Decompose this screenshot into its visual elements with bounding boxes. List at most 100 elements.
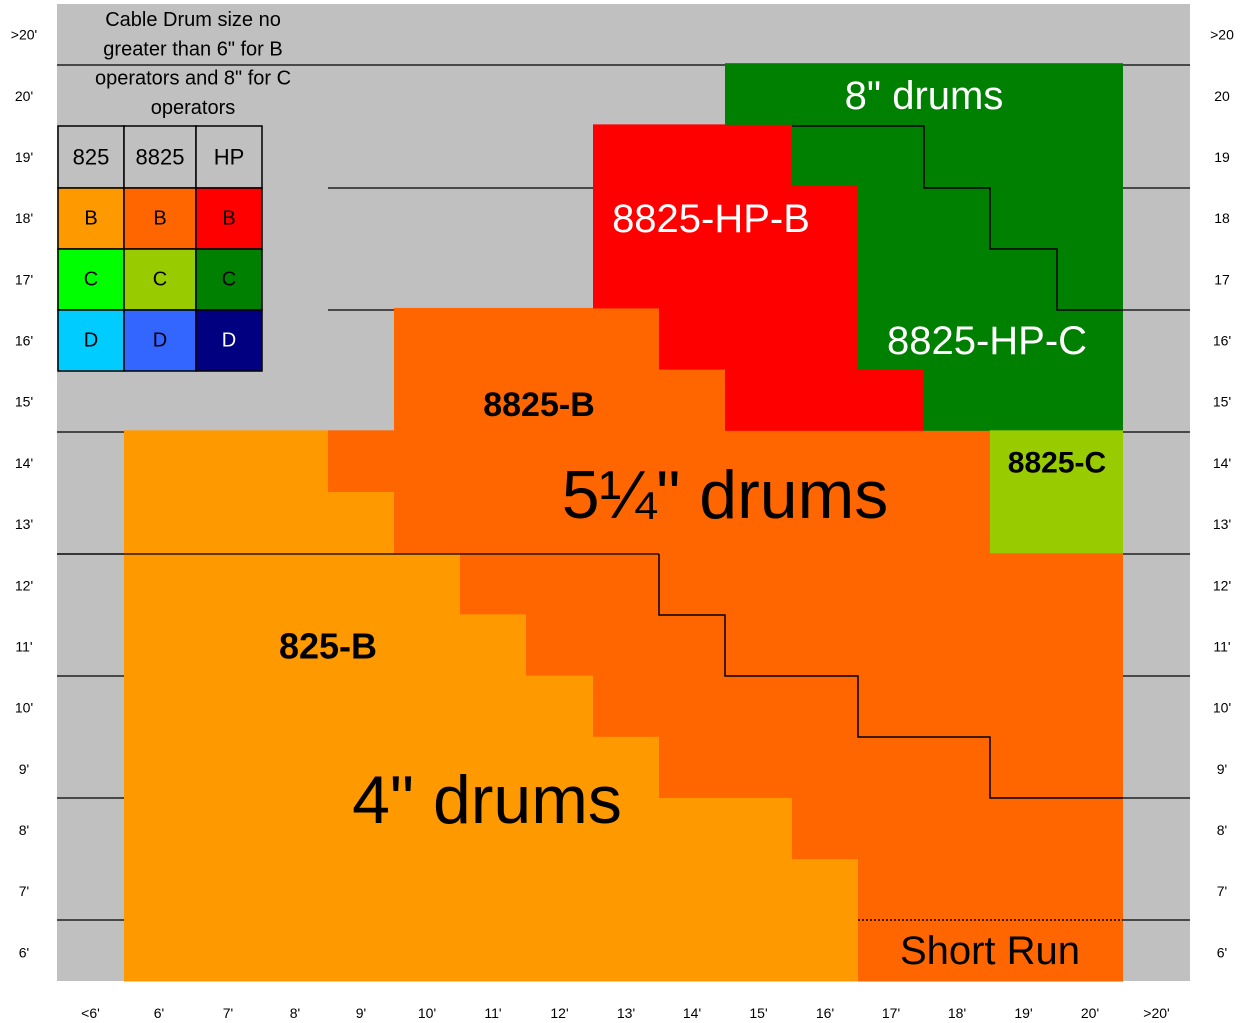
region-label: 8825-HP-B xyxy=(612,197,810,241)
region-hp-b xyxy=(593,124,792,187)
y-label-right: >20 xyxy=(1210,27,1234,43)
region-8825-b xyxy=(328,430,990,492)
y-label-right: 11' xyxy=(1213,638,1230,654)
legend-cell xyxy=(123,309,197,372)
region-8825-b xyxy=(394,369,725,431)
y-label-right: 9' xyxy=(1217,761,1227,777)
legend-label: B xyxy=(84,208,97,230)
y-label-left: 15' xyxy=(15,394,33,410)
y-label-left: 12' xyxy=(15,577,33,593)
legend-cell xyxy=(195,309,263,372)
y-label-right: 17 xyxy=(1214,271,1230,287)
region-label: 825-B xyxy=(279,626,377,667)
region-8825-c xyxy=(990,430,1123,554)
y-label-left: 6' xyxy=(19,944,29,960)
y-label-right: 20 xyxy=(1214,88,1230,104)
legend-label: D xyxy=(153,330,167,352)
y-label-left: 9' xyxy=(19,761,29,777)
y-label-right: 19 xyxy=(1214,149,1230,165)
x-label: 10' xyxy=(418,1005,436,1021)
x-label: 17' xyxy=(882,1005,900,1021)
x-label: 8' xyxy=(290,1005,300,1021)
y-label-left: 11' xyxy=(15,638,32,654)
region-8825-b xyxy=(394,491,990,554)
legend-label: HP xyxy=(214,145,245,170)
region-825-b xyxy=(124,491,394,554)
region-8825-b xyxy=(659,736,1123,798)
region-label: 8825-B xyxy=(483,386,595,424)
legend-label: C xyxy=(84,269,98,291)
region-8825-b xyxy=(460,552,1123,615)
region-8825-b xyxy=(792,797,1123,860)
region-825-b xyxy=(124,430,328,492)
y-label-left: 19' xyxy=(15,149,33,165)
x-label: 15' xyxy=(749,1005,767,1021)
x-label: 11' xyxy=(484,1005,501,1021)
gray-cover xyxy=(328,311,394,431)
y-label-right: 10' xyxy=(1213,700,1231,716)
region-825-b xyxy=(124,675,593,737)
x-label: 7' xyxy=(223,1005,233,1021)
x-label: 16' xyxy=(816,1005,834,1021)
y-label-left: 18' xyxy=(15,210,33,226)
y-label-right: 13' xyxy=(1213,516,1231,532)
region-hp-b xyxy=(725,369,924,431)
x-label: 12' xyxy=(550,1005,568,1021)
region-hp-b xyxy=(593,185,858,309)
region-hp-b xyxy=(659,307,858,370)
region-label: 8825-HP-C xyxy=(887,319,1087,363)
y-label-left: >20' xyxy=(11,27,37,43)
x-label: 14' xyxy=(683,1005,701,1021)
y-label-right: 12' xyxy=(1213,577,1231,593)
region-825-b xyxy=(124,552,460,615)
y-label-right: 7' xyxy=(1217,883,1227,899)
y-label-right: 6' xyxy=(1217,944,1227,960)
y-label-left: 13' xyxy=(15,516,33,532)
y-label-left: 14' xyxy=(15,455,33,471)
y-label-left: 16' xyxy=(15,333,33,349)
y-label-left: 8' xyxy=(19,822,29,838)
region-hp-c xyxy=(924,369,1123,431)
region-8825-b xyxy=(526,613,1123,676)
y-label-left: 20' xyxy=(15,88,33,104)
y-label-right: 14' xyxy=(1213,455,1231,471)
stair xyxy=(792,125,1123,311)
region-825-b xyxy=(124,613,526,676)
y-label-left: 10' xyxy=(15,700,33,716)
legend-label: D xyxy=(84,330,98,352)
legend-label: C xyxy=(222,269,236,291)
title-line: Cable Drum size no xyxy=(105,9,281,31)
y-label-left: 7' xyxy=(19,883,29,899)
y-label-right: 16' xyxy=(1213,333,1231,349)
x-label: 6' xyxy=(154,1005,164,1021)
region-825-b xyxy=(124,736,659,798)
legend-label: B xyxy=(222,208,235,230)
y-label-right: 15' xyxy=(1213,394,1231,410)
x-label: 19' xyxy=(1014,1005,1032,1021)
stair xyxy=(658,554,1123,799)
boundaries xyxy=(57,125,1123,921)
title-line: operators xyxy=(151,97,236,119)
region-label: 8825-C xyxy=(1008,447,1106,480)
region-825-b xyxy=(124,858,858,982)
region-825-b xyxy=(124,797,792,860)
legend-cell xyxy=(57,309,125,372)
region-label: 5¼" drums xyxy=(562,457,889,533)
legend-cell xyxy=(123,248,197,311)
x-label: 9' xyxy=(356,1005,366,1021)
regions xyxy=(124,63,1123,982)
legend-cell xyxy=(123,125,197,189)
region-8825-b xyxy=(394,307,659,370)
legend-label: C xyxy=(153,269,167,291)
region-label: 4" drums xyxy=(352,762,622,838)
y-label-left: 17' xyxy=(15,271,33,287)
region-label: 8" drums xyxy=(845,74,1004,118)
legend-label: B xyxy=(153,208,166,230)
legend-cell xyxy=(195,187,263,250)
legend-cell xyxy=(195,125,263,189)
region-hp-c xyxy=(792,124,1123,187)
y-label-right: 8' xyxy=(1217,822,1227,838)
title-line: greater than 6" for B xyxy=(103,38,282,60)
x-label: 20' xyxy=(1081,1005,1099,1021)
